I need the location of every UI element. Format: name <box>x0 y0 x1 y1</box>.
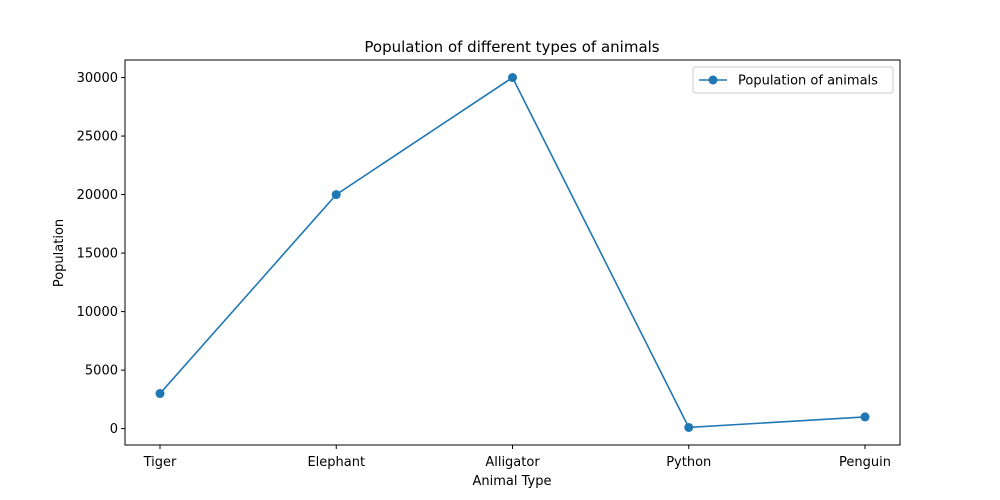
x-tick-label: Python <box>666 455 711 470</box>
x-tick-label: Elephant <box>307 455 365 470</box>
x-tick-label: Tiger <box>143 455 177 470</box>
legend-label: Population of animals <box>738 74 878 89</box>
x-axis-label: Animal Type <box>473 474 552 489</box>
x-tick-label: Penguin <box>839 455 891 470</box>
legend-box <box>692 66 894 94</box>
data-point <box>331 190 341 200</box>
y-tick-label: 20000 <box>77 188 118 203</box>
y-tick-label: 10000 <box>77 305 118 320</box>
data-point <box>860 412 870 422</box>
y-axis-label: Population <box>52 219 67 287</box>
series-line <box>159 76 866 429</box>
legend-marker <box>708 75 718 85</box>
y-tick-label: 30000 <box>77 71 118 86</box>
series-group <box>155 73 870 432</box>
data-point <box>155 389 165 399</box>
y-tick-label: 15000 <box>77 247 118 262</box>
y-tick-label: 25000 <box>77 130 118 145</box>
x-tick-label: Alligator <box>485 455 540 470</box>
data-point <box>508 73 517 83</box>
y-tick-label: 0 <box>110 422 118 437</box>
data-point <box>684 422 694 432</box>
axis-ticks: Tiger Elephant Alligator Python Penguin 0 5000… <box>77 71 891 470</box>
y-tick-label: 5000 <box>85 364 118 379</box>
chart-title: Population of different types of animals <box>364 38 659 56</box>
plot-frame <box>124 59 901 446</box>
legend: Population of animals <box>692 66 894 94</box>
